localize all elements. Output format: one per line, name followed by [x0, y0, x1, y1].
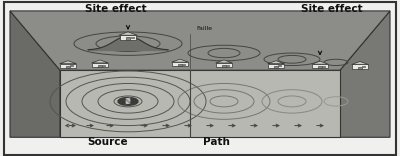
Polygon shape — [10, 11, 60, 137]
Bar — [66, 66, 70, 68]
Bar — [120, 35, 136, 40]
Bar — [178, 64, 182, 66]
Bar — [92, 63, 108, 67]
Bar — [322, 66, 325, 67]
Bar — [352, 64, 368, 69]
Text: Path: Path — [202, 137, 230, 147]
Polygon shape — [340, 11, 390, 137]
Bar — [226, 65, 229, 66]
Bar — [70, 65, 73, 66]
Polygon shape — [92, 60, 108, 63]
Polygon shape — [172, 59, 188, 62]
Bar — [268, 64, 284, 68]
Bar — [172, 62, 188, 66]
Bar — [130, 37, 134, 38]
Text: Faille: Faille — [196, 26, 212, 31]
Text: Source: Source — [88, 137, 128, 147]
Polygon shape — [10, 11, 390, 70]
Polygon shape — [216, 60, 232, 63]
Bar — [318, 66, 322, 68]
Bar — [362, 66, 365, 67]
Bar — [216, 63, 232, 67]
Text: Site effect: Site effect — [85, 4, 147, 14]
Polygon shape — [60, 70, 340, 137]
Polygon shape — [119, 32, 137, 35]
Bar — [312, 64, 328, 68]
Bar — [102, 65, 105, 66]
Text: Site effect: Site effect — [301, 4, 363, 14]
Polygon shape — [60, 61, 76, 64]
Bar — [274, 66, 278, 68]
Bar — [126, 37, 130, 40]
Circle shape — [118, 98, 138, 105]
Polygon shape — [268, 61, 284, 64]
Bar — [222, 65, 226, 67]
Bar — [278, 65, 281, 66]
Polygon shape — [312, 61, 328, 64]
Bar — [358, 67, 362, 69]
Bar — [60, 64, 76, 68]
Polygon shape — [352, 61, 368, 64]
Bar — [182, 64, 185, 65]
Bar — [98, 65, 102, 67]
FancyBboxPatch shape — [4, 2, 396, 155]
